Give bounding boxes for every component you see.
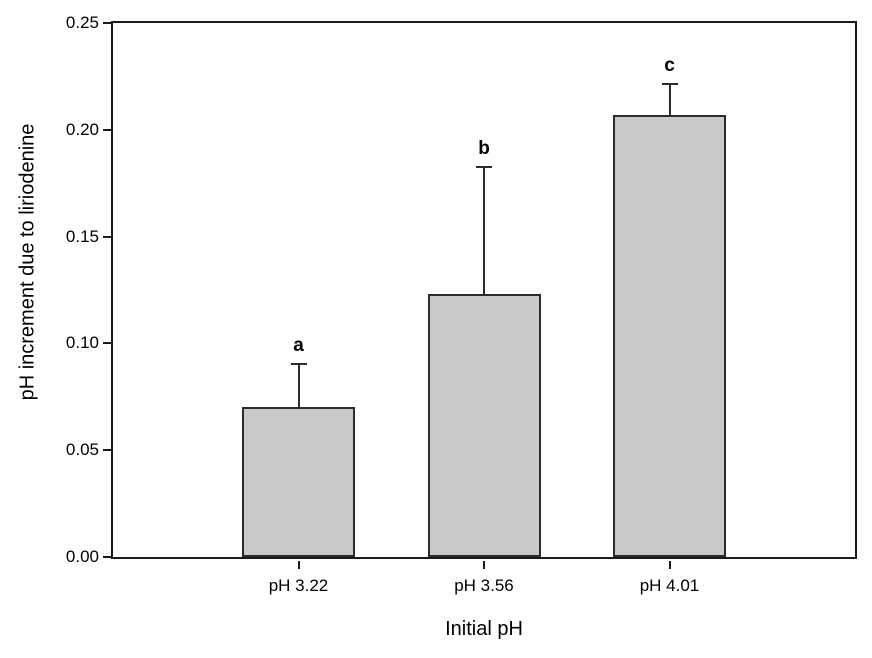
bar: [242, 407, 355, 557]
y-tick-label: 0.00: [65, 547, 99, 566]
y-tick-label: 0.20: [65, 119, 99, 139]
y-tick-mark: [103, 128, 111, 131]
x-tick-mark: [668, 561, 671, 569]
x-tick-label: pH 4.01: [639, 576, 700, 595]
y-tick-label: 0.05: [65, 440, 99, 460]
error-bar-cap: [476, 166, 492, 169]
error-bar-line: [297, 362, 300, 408]
bar: [613, 114, 726, 557]
x-axis-title: Initial pH: [445, 618, 523, 640]
plot-area: 0.00 0.05 0.10 0.15 0.20 0.25 a pH 3.22 b pH 3.56…: [66, 13, 857, 595]
x-tick-label: pH 3.22: [268, 576, 329, 595]
y-axis-title: pH increment due to liriodenine: [16, 123, 39, 401]
x-tick-label: pH 3.56: [454, 576, 514, 595]
x-tick-mark: [483, 561, 485, 569]
y-tick-label: 0.25: [65, 13, 99, 32]
significance-letter: c: [664, 54, 675, 76]
y-tick-mark: [103, 449, 111, 452]
error-bar-line: [483, 166, 485, 295]
bar: [427, 294, 541, 557]
error-bar-line: [668, 82, 671, 115]
y-tick-mark: [103, 556, 111, 558]
y-tick-mark: [103, 235, 111, 238]
significance-letter: a: [293, 334, 304, 356]
y-tick-label: 0.15: [65, 226, 99, 246]
significance-letter: b: [478, 138, 490, 160]
y-tick-mark: [103, 342, 111, 345]
y-tick-mark: [103, 22, 111, 24]
y-tick-label: 0.10: [65, 333, 99, 353]
error-bar-cap: [290, 362, 307, 365]
x-tick-mark: [297, 561, 300, 569]
error-bar-cap: [661, 82, 678, 85]
